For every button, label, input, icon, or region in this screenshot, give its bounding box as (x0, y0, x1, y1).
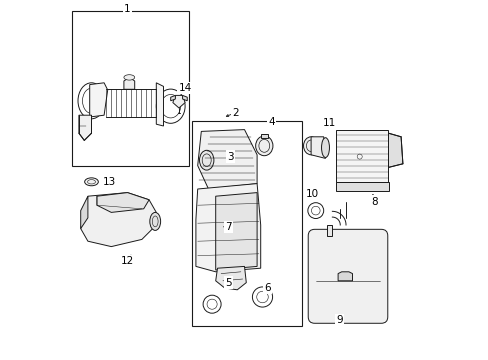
Polygon shape (172, 95, 185, 108)
Polygon shape (215, 193, 257, 270)
Text: 11: 11 (322, 118, 335, 129)
Polygon shape (197, 130, 257, 189)
Bar (192, 121, 302, 326)
Text: 3: 3 (226, 152, 233, 162)
Text: 13: 13 (102, 177, 116, 187)
Text: 1: 1 (124, 4, 131, 14)
Text: 5: 5 (224, 278, 231, 288)
Polygon shape (97, 193, 149, 212)
FancyBboxPatch shape (307, 229, 387, 323)
Polygon shape (387, 133, 402, 167)
Polygon shape (156, 83, 163, 126)
Ellipse shape (84, 178, 98, 186)
Ellipse shape (303, 137, 318, 155)
Polygon shape (182, 95, 187, 101)
Ellipse shape (321, 138, 329, 158)
Text: 14: 14 (178, 83, 191, 93)
Polygon shape (196, 184, 260, 272)
Text: 9: 9 (336, 315, 343, 325)
Polygon shape (81, 193, 156, 247)
Polygon shape (215, 266, 246, 290)
Text: 7: 7 (224, 222, 231, 232)
Polygon shape (170, 95, 175, 101)
Polygon shape (310, 137, 325, 158)
Text: 2: 2 (232, 108, 238, 118)
Ellipse shape (199, 150, 213, 170)
Polygon shape (326, 225, 332, 236)
Bar (72, 11, 189, 166)
Text: 6: 6 (264, 283, 271, 293)
Polygon shape (79, 115, 91, 140)
Text: 12: 12 (121, 256, 134, 266)
Text: 8: 8 (370, 197, 377, 207)
Ellipse shape (123, 75, 134, 80)
Polygon shape (81, 196, 88, 229)
Polygon shape (336, 182, 387, 191)
Polygon shape (123, 77, 134, 89)
Bar (336, 130, 387, 182)
Text: 10: 10 (305, 189, 318, 199)
Ellipse shape (149, 212, 160, 230)
Polygon shape (89, 83, 107, 117)
Polygon shape (260, 134, 267, 138)
Text: 4: 4 (267, 117, 274, 127)
Polygon shape (337, 272, 352, 281)
Ellipse shape (255, 136, 272, 156)
